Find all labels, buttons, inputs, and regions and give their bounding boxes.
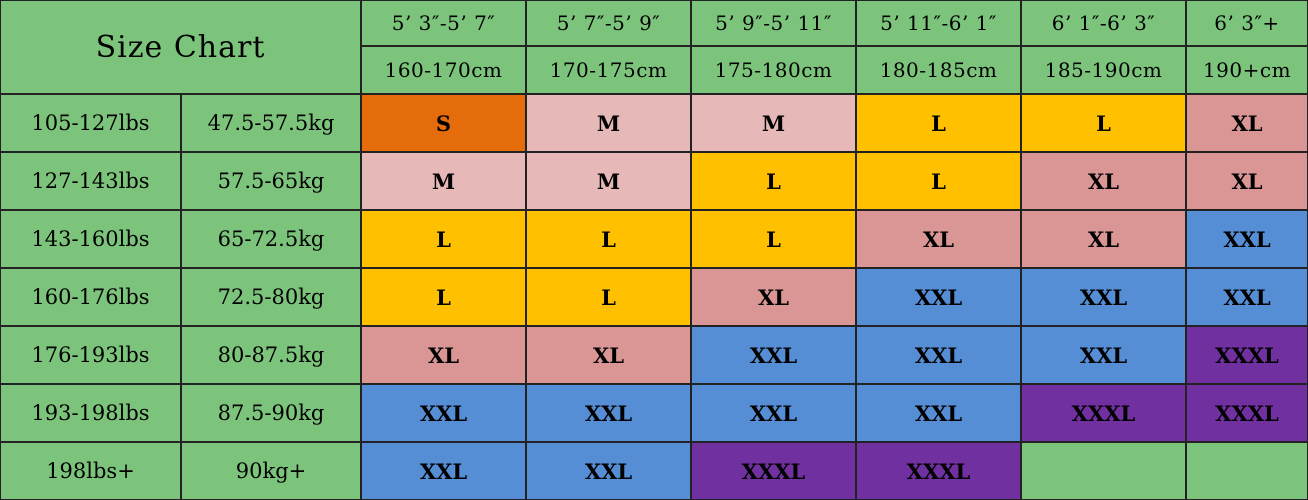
size-cell: M (361, 152, 526, 210)
size-cell: XXXL (1186, 326, 1308, 384)
size-cell: XXL (856, 268, 1021, 326)
size-cell: XL (1186, 152, 1308, 210)
height-ft-header: 5’ 7″-5’ 9″ (526, 0, 691, 46)
size-cell: M (526, 152, 691, 210)
size-cell: L (361, 268, 526, 326)
size-cell: XXXL (856, 442, 1021, 500)
height-ft-header: 5’ 3″-5’ 7″ (361, 0, 526, 46)
weight-kg-label: 80-87.5kg (181, 326, 361, 384)
height-cm-header: 170-175cm (526, 46, 691, 94)
size-cell: L (361, 210, 526, 268)
height-cm-header: 180-185cm (856, 46, 1021, 94)
weight-lbs-label: 198lbs+ (0, 442, 181, 500)
size-cell: XXL (361, 442, 526, 500)
size-cell: L (856, 152, 1021, 210)
size-cell: XL (1021, 210, 1186, 268)
empty-cell (1186, 442, 1308, 500)
weight-kg-label: 65-72.5kg (181, 210, 361, 268)
weight-kg-label: 47.5-57.5kg (181, 94, 361, 152)
size-cell: XXL (361, 384, 526, 442)
weight-kg-label: 87.5-90kg (181, 384, 361, 442)
size-cell: L (691, 210, 856, 268)
size-cell: XL (361, 326, 526, 384)
size-cell: XXL (1186, 268, 1308, 326)
size-cell: XL (1021, 152, 1186, 210)
size-cell: XXL (526, 442, 691, 500)
size-cell: XL (856, 210, 1021, 268)
size-cell: XXL (1021, 268, 1186, 326)
weight-lbs-label: 105-127lbs (0, 94, 181, 152)
size-cell: L (691, 152, 856, 210)
size-cell: L (856, 94, 1021, 152)
size-cell: S (361, 94, 526, 152)
empty-cell (1021, 442, 1186, 500)
size-cell: XXL (526, 384, 691, 442)
height-cm-header: 185-190cm (1021, 46, 1186, 94)
size-cell: L (526, 210, 691, 268)
size-cell: L (1021, 94, 1186, 152)
size-cell: L (526, 268, 691, 326)
chart-title: Size Chart (0, 0, 361, 94)
height-cm-header: 190+cm (1186, 46, 1308, 94)
size-cell: XXXL (1021, 384, 1186, 442)
size-cell: M (691, 94, 856, 152)
size-cell: XXXL (691, 442, 856, 500)
size-cell: XXL (856, 384, 1021, 442)
size-cell: XXL (691, 326, 856, 384)
weight-lbs-label: 127-143lbs (0, 152, 181, 210)
weight-lbs-label: 143-160lbs (0, 210, 181, 268)
size-cell: XXL (691, 384, 856, 442)
height-ft-header: 6’ 1″-6’ 3″ (1021, 0, 1186, 46)
size-cell: XXXL (1186, 384, 1308, 442)
height-cm-header: 175-180cm (691, 46, 856, 94)
height-ft-header: 5’ 9″-5’ 11″ (691, 0, 856, 46)
weight-kg-label: 90kg+ (181, 442, 361, 500)
size-cell: XL (526, 326, 691, 384)
weight-kg-label: 57.5-65kg (181, 152, 361, 210)
size-cell: XXL (1021, 326, 1186, 384)
size-cell: XXL (1186, 210, 1308, 268)
size-cell: M (526, 94, 691, 152)
weight-lbs-label: 176-193lbs (0, 326, 181, 384)
size-cell: XXL (856, 326, 1021, 384)
weight-lbs-label: 193-198lbs (0, 384, 181, 442)
weight-lbs-label: 160-176lbs (0, 268, 181, 326)
size-cell: XL (691, 268, 856, 326)
height-ft-header: 5’ 11″-6’ 1″ (856, 0, 1021, 46)
weight-kg-label: 72.5-80kg (181, 268, 361, 326)
height-cm-header: 160-170cm (361, 46, 526, 94)
height-ft-header: 6’ 3″+ (1186, 0, 1308, 46)
size-cell: XL (1186, 94, 1308, 152)
